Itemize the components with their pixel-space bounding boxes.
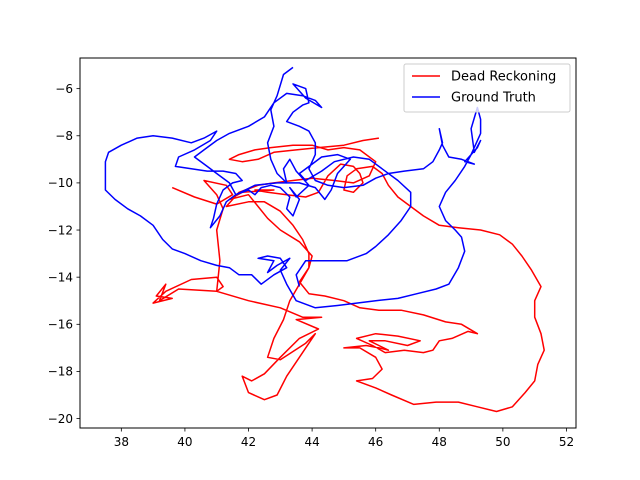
x-tick-label: 42 bbox=[241, 435, 256, 449]
y-tick-label: −12 bbox=[48, 223, 73, 237]
y-axis: −6 −8 −10 −12 −14 −16 −18 −20 bbox=[48, 82, 80, 426]
legend-box bbox=[403, 63, 571, 113]
x-tick-label: 48 bbox=[432, 435, 447, 449]
x-tick-label: 44 bbox=[304, 435, 319, 449]
y-tick-label: −14 bbox=[48, 270, 73, 284]
series-line-ground-truth bbox=[104, 66, 482, 309]
y-tick-label: −16 bbox=[48, 318, 73, 332]
legend-label-ground-truth: Ground Truth bbox=[451, 91, 536, 106]
plot-area bbox=[104, 66, 545, 413]
x-tick-label: 46 bbox=[368, 435, 383, 449]
x-tick-label: 52 bbox=[559, 435, 574, 449]
legend-label-dead-reckoning: Dead Reckoning bbox=[451, 70, 556, 85]
y-tick-label: −6 bbox=[55, 82, 73, 96]
legend: Dead Reckoning Ground Truth bbox=[403, 63, 571, 113]
x-tick-label: 38 bbox=[114, 435, 129, 449]
x-axis: 38 40 42 44 46 48 50 52 bbox=[114, 428, 574, 449]
y-tick-label: −8 bbox=[55, 129, 73, 143]
series-layer bbox=[104, 66, 545, 413]
y-tick-label: −20 bbox=[48, 412, 73, 426]
y-tick-label: −10 bbox=[48, 176, 73, 190]
x-tick-label: 40 bbox=[177, 435, 192, 449]
x-tick-label: 50 bbox=[495, 435, 510, 449]
y-tick-label: −18 bbox=[48, 365, 73, 379]
plot-frame bbox=[79, 57, 577, 429]
series-line-dead-reckoning bbox=[152, 137, 545, 413]
